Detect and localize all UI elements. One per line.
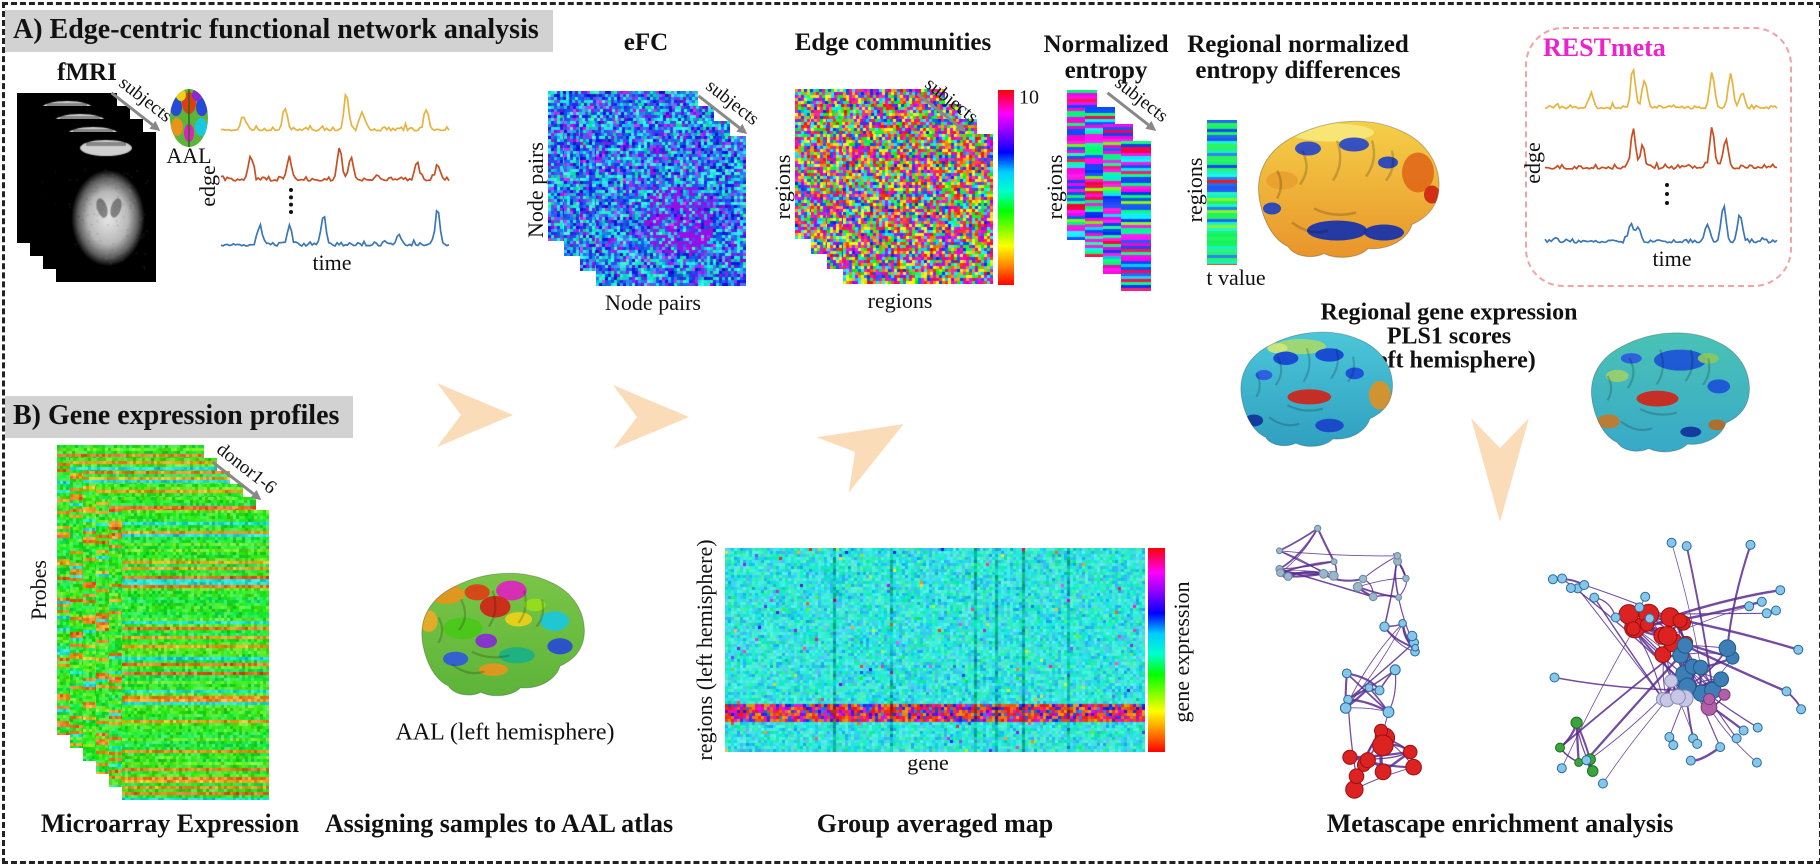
restmeta-box [1525, 27, 1792, 287]
community-colorbar-max-label: 10 [1019, 86, 1039, 109]
flow-arrow-right-2 [613, 385, 689, 449]
normalized-entropy-title-line2: entropy [1064, 57, 1148, 84]
aal-left-hemisphere-brain-render [421, 572, 585, 697]
restmeta-timeseries-yellow [1544, 67, 1778, 111]
edge-timeseries-blue [220, 209, 450, 248]
probes-axis-label: Probes [26, 560, 51, 620]
community-colorbar [998, 90, 1014, 285]
panel-a-header: A) Edge-centric functional network analy… [5, 10, 553, 52]
entropy-strip-sheet [1121, 141, 1151, 291]
efc-matrix-sheet [596, 136, 746, 286]
edge-axis-label: edge [195, 165, 220, 207]
restmeta-timeseries-red [1544, 127, 1778, 171]
edge-communities-matrix-sheet [843, 134, 993, 284]
normalized-entropy-subjects-arrow: subjects [1104, 72, 1173, 135]
pls-title-line1: Regional gene expression [1320, 299, 1578, 326]
restmeta-title: RESTmeta [1543, 33, 1666, 62]
efc-title: eFC [623, 29, 669, 56]
pls-brain-left-render [1240, 331, 1393, 447]
t-value-strip [1207, 120, 1237, 265]
normalized-entropy-y-axis-label: regions [1042, 154, 1067, 220]
metascape-network-graphs [1275, 524, 1807, 799]
edge-communities-title: Edge communities [794, 29, 992, 56]
entropy-diff-y-axis-label: regions [1182, 157, 1207, 223]
t-value-label: t value [1206, 265, 1266, 290]
restmeta-edge-axis-label: edge [1520, 142, 1545, 184]
flow-arrow-up-right [816, 424, 904, 493]
edge-communities-subjects-arrow: subjects [914, 73, 983, 136]
restmeta-timeseries-blue [1544, 203, 1778, 245]
group-map-caption: Group averaged map [816, 809, 1054, 838]
entropy-diff-brain-render [1258, 120, 1440, 258]
panel-b-header: B) Gene expression profiles [5, 396, 354, 438]
fmri-subjects-arrow: subjects [108, 72, 177, 135]
gene-expression-colorbar-label: gene expression [1169, 581, 1194, 723]
edge-timeseries-red [220, 147, 450, 182]
entropy-diff-title-line2: entropy differences [1195, 57, 1401, 84]
efc-subjects-arrow: subjects [695, 75, 764, 138]
aal-brain-caption: AAL (left hemisphere) [395, 719, 615, 746]
edge-timeseries-yellow [220, 92, 450, 133]
arrow-icon [211, 460, 262, 500]
gene-expression-colorbar [1148, 548, 1165, 752]
pls-brain-right-render [1591, 332, 1750, 453]
edge-communities-x-axis-label: regions [867, 288, 933, 313]
gene-axis-label: gene [907, 750, 949, 775]
ellipsis-dots [1665, 183, 1669, 205]
fmri-slice-sheet [56, 132, 156, 282]
aal-icon-label: AAL [166, 143, 212, 168]
metascape-caption: Metascape enrichment analysis [1326, 809, 1674, 838]
time-axis-label: time [312, 250, 352, 275]
donor-stack-arrow: donor1-6 [206, 439, 280, 507]
fmri-title: fMRI [57, 59, 117, 86]
pls-title-line2: PLS1 scores [1386, 323, 1512, 350]
normalized-entropy-title-line1: Normalized [1043, 31, 1169, 58]
aal-assignment-caption: Assigning samples to AAL atlas [324, 809, 674, 838]
microarray-caption: Microarray Expression [40, 809, 300, 838]
arrow-icon [1106, 91, 1157, 131]
group-map-y-axis-label: regions (left hemisphere) [692, 539, 717, 761]
arrow-icon [110, 91, 161, 131]
ellipsis-dots [289, 188, 293, 214]
efc-x-axis-label: Node pairs [605, 290, 701, 315]
efc-y-axis-label: Node pairs [523, 142, 548, 238]
arrow-icon [916, 92, 967, 132]
arrow-icon [697, 94, 748, 134]
flow-arrow-down [1471, 418, 1529, 522]
edge-communities-y-axis-label: regions [770, 154, 795, 220]
flow-arrow-right-1 [437, 383, 513, 447]
pls-title-line3: (left hemisphere) [1362, 347, 1536, 374]
restmeta-time-axis-label: time [1652, 246, 1692, 271]
group-averaged-heatmap [725, 548, 1145, 752]
microarray-sheet [122, 510, 269, 800]
aal-atlas-icon [170, 89, 208, 147]
entropy-diff-title-line1: Regional normalized [1187, 31, 1409, 58]
